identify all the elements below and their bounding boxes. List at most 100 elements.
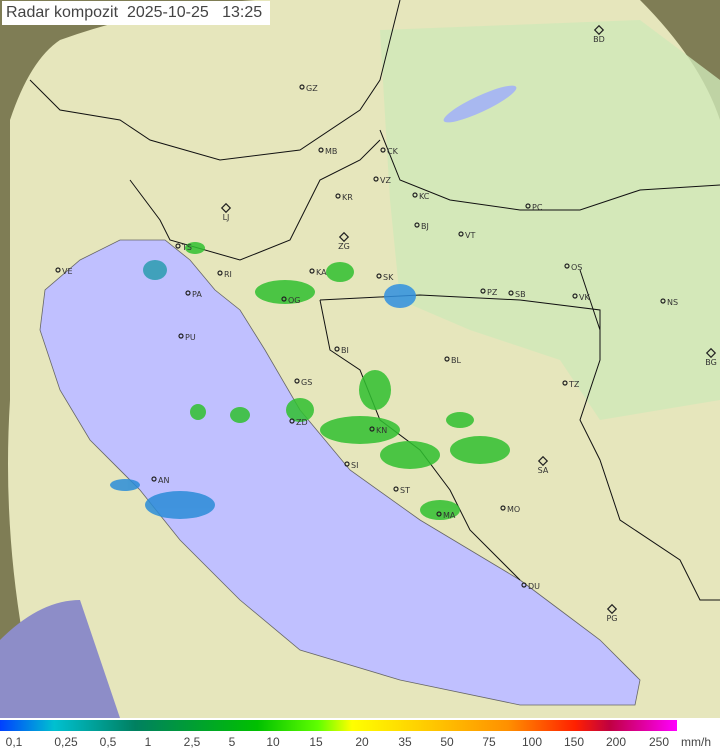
city-bl: BL (444, 356, 461, 365)
capital-marker-icon (705, 347, 717, 359)
city-marker-icon (660, 298, 666, 304)
legend-label: 15 (309, 735, 323, 749)
city-label: ZG (338, 242, 350, 251)
city-marker-icon (436, 511, 442, 517)
city-label: BL (451, 356, 461, 365)
rain-echoes (110, 242, 510, 520)
city-marker-icon (217, 270, 223, 276)
city-label: ZD (296, 418, 308, 427)
city-marker-icon (309, 268, 315, 274)
legend-label: 250 (648, 735, 670, 749)
lower-left-land (0, 600, 120, 718)
city-label: SB (515, 290, 526, 299)
city-label: KC (419, 192, 430, 201)
city-label: VT (465, 231, 475, 240)
city-marker-icon (414, 222, 420, 228)
city-marker-icon (178, 333, 184, 339)
city-ns: NS (660, 298, 678, 307)
city-label: TZ (568, 380, 580, 389)
legend-label: 50 (440, 735, 454, 749)
city-label: BI (341, 346, 349, 355)
legend-label: 75 (482, 735, 496, 749)
city-marker-icon (380, 147, 386, 153)
city-marker-icon (412, 192, 418, 198)
city-pz: PZ (480, 288, 498, 297)
city-label: BJ (421, 222, 429, 231)
map-title: Radar kompozit 2025-10-25 13:25 (2, 1, 271, 25)
legend-label: 10 (266, 735, 280, 749)
city-pa: PA (185, 290, 202, 299)
city-pg: PG (606, 603, 618, 623)
city-du: DU (521, 582, 540, 591)
lake-balaton (443, 85, 517, 123)
city-marker-icon (335, 193, 341, 199)
legend-label: 1 (144, 735, 152, 749)
city-kc: KC (412, 192, 430, 201)
city-os: OS (564, 263, 582, 272)
city-pc: PC (525, 203, 543, 212)
legend-unit: mm/h (681, 735, 711, 749)
city-label: NS (667, 298, 678, 307)
city-zg: ZG (338, 231, 350, 251)
city-label: VE (62, 267, 73, 276)
city-label: OG (288, 296, 301, 305)
borders (29, 0, 720, 601)
city-marker-icon (500, 505, 506, 511)
capital-marker-icon (338, 231, 350, 243)
city-label: MB (325, 147, 337, 156)
city-sk: SK (376, 273, 394, 282)
city-marker-icon (318, 147, 324, 153)
city-label: MO (507, 505, 520, 514)
capital-marker-icon (606, 603, 618, 615)
city-label: LJ (223, 213, 230, 222)
city-pu: PU (178, 333, 196, 342)
city-marker-icon (294, 378, 300, 384)
title-date: 2025-10-25 (126, 4, 209, 21)
city-label: KA (316, 268, 327, 277)
city-bg: BG (705, 347, 717, 367)
city-label: CK (387, 147, 399, 156)
city-label: BD (593, 35, 605, 44)
radar-map[interactable]: BD GZ MB CK VZ KR KC PC LJ BJ VT ZG TS OS VE RI KA SK PZ SB… (0, 0, 720, 718)
capital-marker-icon (537, 455, 549, 467)
city-og: OG (281, 296, 301, 305)
legend-label: 200 (605, 735, 627, 749)
city-marker-icon (281, 296, 287, 302)
city-markers: BD GZ MB CK VZ KR KC PC LJ BJ VT ZG TS OS VE RI KA SK PZ SB… (55, 24, 717, 623)
city-marker-icon (185, 290, 191, 296)
legend-label: 35 (398, 735, 412, 749)
city-label: KR (342, 193, 353, 202)
city-st: ST (393, 486, 410, 495)
city-kr: KR (335, 193, 353, 202)
city-marker-icon (521, 582, 527, 588)
city-label: PZ (487, 288, 498, 297)
lowland-area (380, 20, 720, 420)
city-label: DU (528, 582, 540, 591)
capital-marker-icon (220, 202, 232, 214)
city-marker-icon (572, 293, 578, 299)
city-marker-icon (480, 288, 486, 294)
city-marker-icon (376, 273, 382, 279)
city-label: BG (705, 358, 717, 367)
city-mo: MO (500, 505, 520, 514)
city-label: VK (579, 293, 590, 302)
legend-label: 100 (521, 735, 543, 749)
city-ka: KA (309, 268, 327, 277)
capital-marker-icon (593, 24, 605, 36)
city-label: GZ (306, 84, 318, 93)
city-label: ST (400, 486, 410, 495)
legend-label: 5 (228, 735, 236, 749)
adriatic-sea (39, 239, 641, 706)
city-label: PA (192, 290, 202, 299)
city-label: TS (181, 243, 192, 252)
city-marker-icon (525, 203, 531, 209)
city-marker-icon (373, 176, 379, 182)
legend-label: 0,1 (5, 735, 23, 749)
legend-labels: 0,1 0,25 0,5 1 2,5 5 10 15 20 35 50 75 100 150 200 250 m… (0, 735, 720, 751)
city-marker-icon (299, 84, 305, 90)
city-si: SI (344, 461, 358, 470)
city-vk: VK (572, 293, 590, 302)
city-label: SA (538, 466, 549, 475)
legend-label: 150 (563, 735, 585, 749)
